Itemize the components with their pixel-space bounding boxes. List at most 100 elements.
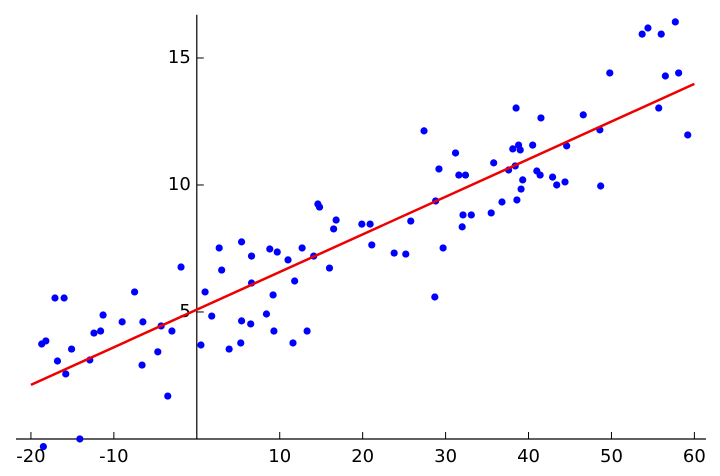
point [657,30,665,38]
point [237,339,245,347]
point [548,173,557,181]
point [671,18,679,26]
point [315,203,324,211]
point [298,244,306,252]
point [390,249,398,257]
point [536,171,544,179]
point [402,250,410,258]
point [451,149,460,157]
point [638,30,646,38]
point [675,69,683,77]
point [420,127,428,135]
point [684,131,692,139]
y-tick-label: 5 [179,301,190,322]
point [303,327,311,335]
point [289,339,297,347]
x-tick-label: -10 [99,446,128,467]
x-tick-label: 10 [268,446,291,467]
point [168,327,176,335]
point [225,345,233,353]
point [96,327,105,335]
point [60,294,68,302]
point [218,266,226,274]
point [644,24,652,32]
point [177,263,185,271]
point [330,225,338,233]
y-tick-label: 15 [168,47,191,68]
point [39,443,47,451]
point [461,171,470,179]
point [358,220,366,228]
fit-line [30,82,695,387]
point [563,142,571,150]
x-tick-label: 50 [600,446,623,467]
point [273,248,281,256]
point [490,159,498,167]
point [247,252,256,260]
point [655,104,663,112]
point [266,245,274,253]
point [431,293,439,301]
point [62,370,70,378]
point [154,348,162,356]
point [139,318,147,326]
point [262,310,271,318]
x-tick-label: -20 [16,446,45,467]
point [458,223,466,231]
x-tick-label: 20 [351,446,374,467]
point [439,244,447,252]
point [130,288,139,296]
point [597,182,605,190]
point [561,178,569,186]
point [67,345,76,353]
point [291,277,299,285]
point [498,198,506,206]
point [270,327,278,335]
point [487,209,495,217]
point [42,337,50,345]
point [164,392,172,400]
point [99,311,107,319]
point [553,181,561,189]
y-tick-label: 10 [168,174,191,195]
point [118,318,126,326]
point [247,320,255,328]
point [237,238,246,246]
point [284,256,292,264]
point [208,312,216,320]
point [197,341,205,349]
point [435,165,443,173]
point [332,216,340,224]
point [459,211,467,219]
point [237,317,246,325]
x-tick-label: 30 [434,446,457,467]
point [366,220,374,228]
point [467,211,475,219]
point [53,357,62,365]
point [407,217,415,225]
point [201,288,209,296]
x-tick-label: 40 [517,446,540,467]
point [516,146,524,154]
point [517,185,525,193]
point [606,69,614,77]
point [215,244,223,252]
point [513,196,521,204]
point [509,145,517,153]
point [76,435,84,443]
point [512,104,520,112]
point [368,241,376,249]
point [537,114,545,122]
point [661,72,669,80]
point [519,176,527,184]
point [51,294,59,302]
point [325,264,334,272]
point [138,361,146,369]
x-tick-label: 60 [683,446,706,467]
point [455,171,463,179]
point [579,111,587,119]
point [529,141,537,149]
point [90,329,98,337]
point [269,291,277,299]
